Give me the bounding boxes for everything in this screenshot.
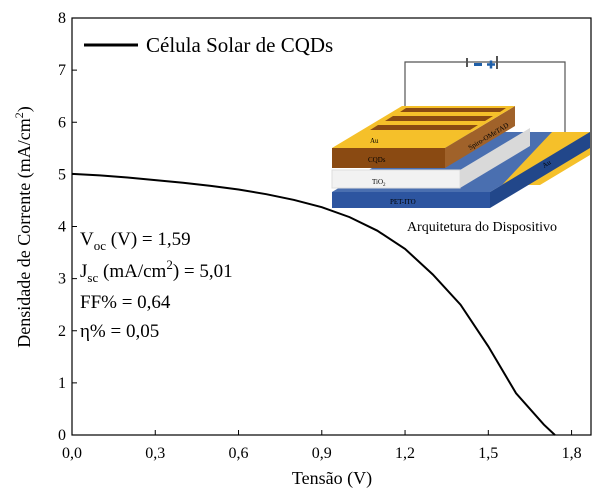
y-tick-label: 2 xyxy=(58,323,66,340)
annotation-part: ) = 5,01 xyxy=(173,261,233,282)
y-tick-label: 0 xyxy=(58,427,66,444)
annotations: Voc (V) = 1,59 Jsc (mA/cm2) = 5,01 FF% =… xyxy=(80,229,233,342)
annotation-sub: oc xyxy=(94,238,107,253)
au-stripe xyxy=(370,125,478,130)
cqds-front xyxy=(332,148,445,168)
annotation-part: V xyxy=(80,229,94,250)
legend-label: Célula Solar de CQDs xyxy=(146,33,333,57)
x-axis-label: Tensão (V) xyxy=(292,468,372,489)
layer-label: Au xyxy=(370,137,379,145)
annotation-part: (mA/cm xyxy=(98,261,166,282)
annotation-part: J xyxy=(80,261,87,282)
y-axis-label: Densidade de Corrente (mA/cm2) xyxy=(12,106,35,347)
annotation: η% = 0,05 xyxy=(80,321,159,342)
y-tick-label: 5 xyxy=(58,166,66,183)
inset-caption: Arquitetura do Dispositivo xyxy=(407,220,557,235)
device-inset: Au Spiro-OMeTAD CQDs TiO2 PET-ITO Au Arq… xyxy=(332,56,590,235)
x-tick-label: 1,8 xyxy=(562,445,582,462)
y-tick-label: 7 xyxy=(58,62,66,79)
au-stripe xyxy=(400,108,506,112)
y-tick-label: 4 xyxy=(58,219,66,236)
x-tick-label: 1,5 xyxy=(478,445,498,462)
battery-plate xyxy=(496,56,498,69)
annotation: Voc (V) = 1,59 xyxy=(80,229,191,253)
y-label-text: ) xyxy=(14,106,35,112)
minus-sign xyxy=(474,63,482,66)
x-tick-label: 0,9 xyxy=(312,445,332,462)
y-tick-label: 8 xyxy=(58,10,66,27)
annotation: Jsc (mA/cm2) = 5,01 xyxy=(80,257,233,285)
annotation: FF% = 0,64 xyxy=(80,292,171,313)
battery-plate xyxy=(466,58,468,67)
x-tick-label: 0,0 xyxy=(62,445,82,462)
x-tick-label: 0,6 xyxy=(229,445,249,462)
y-tick-label: 6 xyxy=(58,114,66,131)
x-tick-label: 0,3 xyxy=(145,445,165,462)
x-tick-label: 1,2 xyxy=(395,445,415,462)
layer-label: CQDs xyxy=(368,156,386,164)
y-label-text: Densidade de Corrente (mA/cm xyxy=(14,118,35,347)
y-tick-label: 3 xyxy=(58,271,66,288)
layer-label-part: TiO xyxy=(372,178,383,186)
y-tick-label: 1 xyxy=(58,375,66,392)
annotation-sub: sc xyxy=(87,270,98,285)
chart: Tensão (V) Densidade de Corrente (mA/cm2… xyxy=(0,0,592,495)
layer-label: PET-ITO xyxy=(390,198,416,206)
au-stripe xyxy=(385,116,493,121)
tio2-front xyxy=(332,170,460,188)
annotation-part: (V) = 1,59 xyxy=(106,229,191,250)
